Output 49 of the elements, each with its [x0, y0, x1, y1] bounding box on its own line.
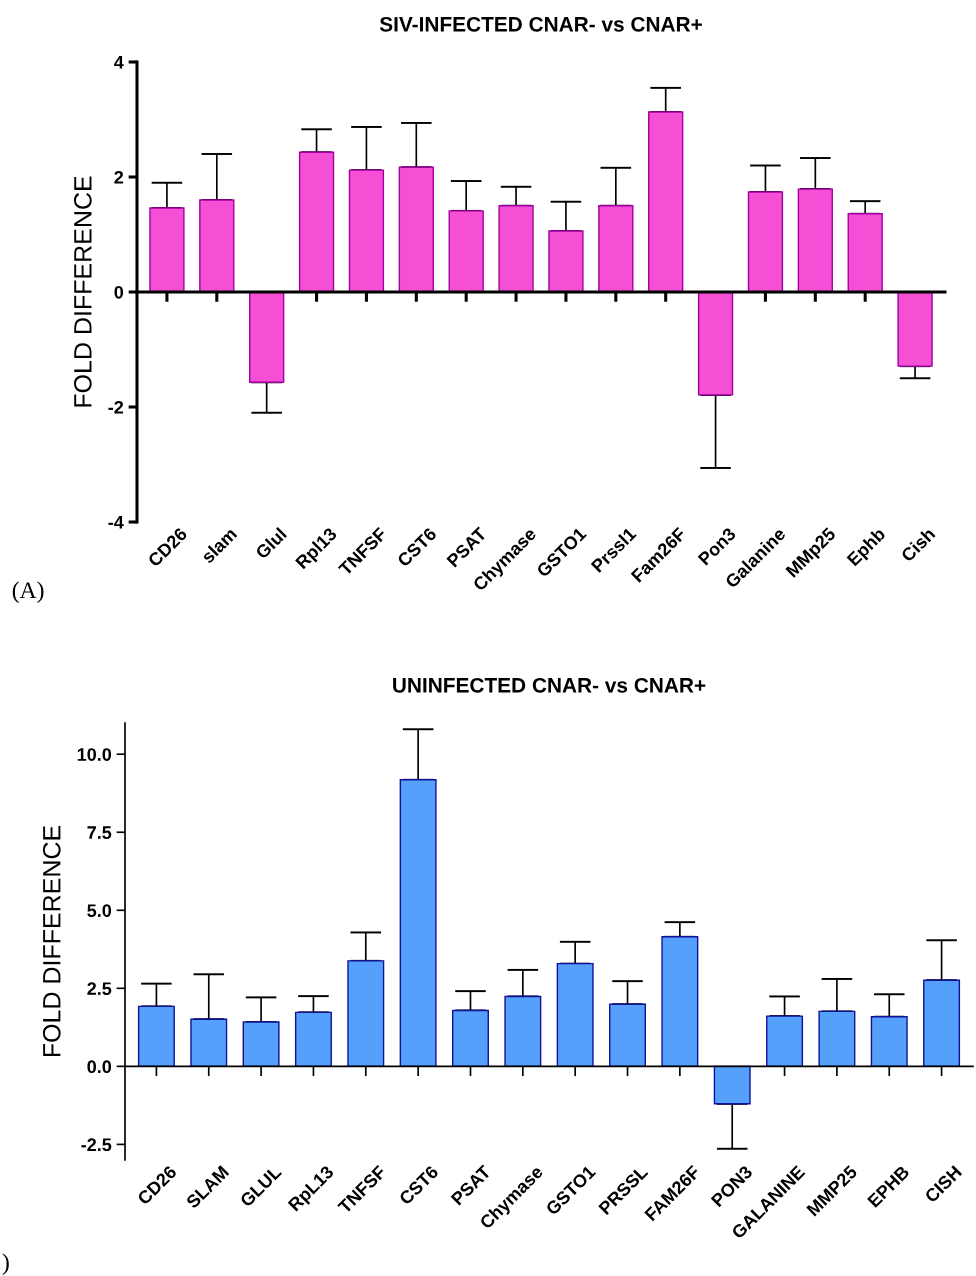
- y-tick-label: 2.5: [87, 982, 112, 996]
- bar: [897, 291, 933, 367]
- y-tick-label: -4: [108, 516, 124, 529]
- y-tick-label: 4: [114, 56, 124, 69]
- bar: [190, 1018, 228, 1068]
- y-tick-label: 2: [114, 170, 124, 184]
- bar: [661, 936, 699, 1068]
- chart-title: UNINFECTED CNAR- vs CNAR+: [393, 677, 706, 693]
- bar: [298, 151, 335, 293]
- bar: [797, 188, 833, 293]
- bar: [398, 166, 434, 293]
- bar: [294, 1011, 332, 1068]
- bar: [242, 1021, 280, 1068]
- bar: [149, 207, 185, 293]
- bar: [137, 1005, 175, 1068]
- bar: [870, 1016, 908, 1068]
- y-tick-label: 7.5: [87, 826, 112, 839]
- bar: [818, 1010, 856, 1068]
- y-tick-label: -2.5: [81, 1138, 112, 1152]
- y-tick-label: 0: [114, 285, 124, 299]
- bar: [923, 979, 961, 1068]
- bar: [766, 1015, 804, 1068]
- y-tick-label: -2: [108, 400, 124, 414]
- bar: [556, 962, 594, 1068]
- bar: [609, 1003, 647, 1068]
- bar: [199, 199, 235, 293]
- bar: [448, 210, 484, 293]
- bar: [249, 291, 285, 383]
- bar: [697, 291, 734, 396]
- text: ): [2, 1253, 9, 1276]
- bar: [498, 205, 534, 293]
- bar: [504, 995, 542, 1068]
- y-tick-label: 0.0: [87, 1060, 112, 1074]
- chart-title: SIV-INFECTED CNAR- vs CNAR+: [379, 16, 702, 32]
- bar: [598, 205, 634, 293]
- bar: [713, 1065, 751, 1105]
- y-tick-label: 10.0: [77, 748, 112, 761]
- bar: [548, 230, 584, 293]
- text: (A): [12, 581, 44, 604]
- bar: [347, 960, 385, 1068]
- bar: [348, 169, 385, 293]
- bar: [451, 1009, 489, 1068]
- bar: [847, 213, 883, 293]
- y-tick-label: 5.0: [87, 904, 112, 918]
- y-axis-title: FOLD DIFFERENCE: [74, 176, 92, 407]
- bar: [399, 779, 437, 1068]
- bar: [648, 111, 684, 293]
- y-axis-title: FOLD DIFFERENCE: [42, 825, 61, 1057]
- bar: [747, 191, 784, 293]
